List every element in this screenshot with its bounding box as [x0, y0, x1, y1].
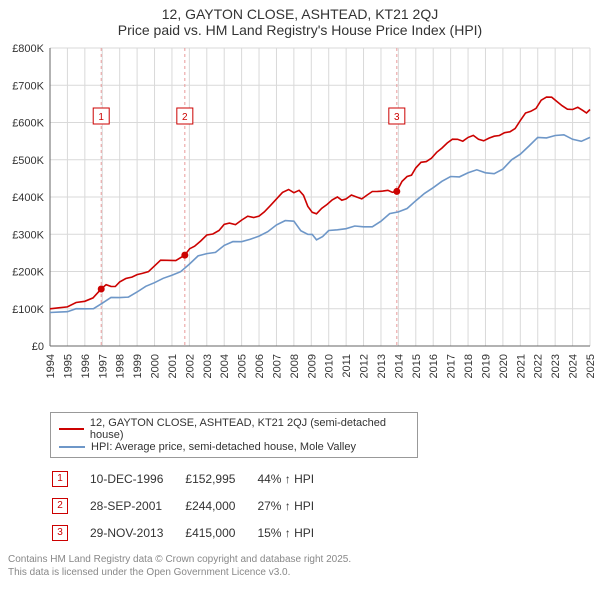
chart-title: 12, GAYTON CLOSE, ASHTEAD, KT21 2QJ Pric… — [0, 0, 600, 38]
table-row: 3 29-NOV-2013£415,00015% ↑ HPI — [52, 520, 334, 545]
svg-text:2002: 2002 — [184, 354, 196, 378]
svg-text:£300K: £300K — [12, 229, 44, 241]
title-line-2: Price paid vs. HM Land Registry's House … — [0, 22, 600, 38]
transaction-diff: 44% ↑ HPI — [257, 466, 334, 491]
line-chart-svg: £0 £100K £200K £300K £400K £500K £600K £700K £80… — [0, 38, 600, 408]
svg-text:£0: £0 — [32, 341, 44, 353]
svg-text:£400K: £400K — [12, 192, 44, 204]
svg-text:2024: 2024 — [568, 354, 580, 378]
marker-badge: 3 — [52, 525, 68, 541]
footer-line-2: This data is licensed under the Open Gov… — [8, 566, 592, 579]
transaction-date: 29-NOV-2013 — [90, 520, 183, 545]
chart-container: { "title": { "line1": "12, GAYTON CLOSE,… — [0, 0, 600, 589]
svg-text:2014: 2014 — [393, 354, 405, 378]
svg-text:2020: 2020 — [498, 354, 510, 378]
svg-text:2009: 2009 — [306, 354, 318, 378]
svg-text:2016: 2016 — [428, 354, 440, 378]
transaction-price: £415,000 — [185, 520, 255, 545]
svg-text:3: 3 — [394, 112, 400, 123]
svg-text:2013: 2013 — [376, 354, 388, 378]
svg-text:2008: 2008 — [289, 354, 301, 378]
chart-plot-area: £0 £100K £200K £300K £400K £500K £600K £700K £80… — [0, 38, 600, 408]
svg-text:1998: 1998 — [115, 354, 127, 378]
svg-text:2015: 2015 — [411, 354, 423, 378]
svg-text:£700K: £700K — [12, 80, 44, 92]
legend-swatch — [59, 428, 84, 430]
svg-text:2004: 2004 — [219, 354, 231, 378]
svg-text:2: 2 — [182, 112, 188, 123]
attribution-footer: Contains HM Land Registry data © Crown c… — [0, 547, 600, 589]
svg-text:2021: 2021 — [515, 354, 527, 378]
transaction-price: £152,995 — [185, 466, 255, 491]
svg-text:2006: 2006 — [254, 354, 266, 378]
svg-text:2011: 2011 — [341, 354, 353, 378]
legend-swatch — [59, 446, 85, 448]
transaction-price: £244,000 — [185, 493, 255, 518]
transaction-date: 28-SEP-2001 — [90, 493, 183, 518]
transaction-date: 10-DEC-1996 — [90, 466, 183, 491]
svg-text:2017: 2017 — [446, 354, 458, 378]
svg-text:2003: 2003 — [202, 354, 214, 378]
marker-badge: 2 — [52, 498, 68, 514]
svg-text:£200K: £200K — [12, 267, 44, 279]
transaction-diff: 15% ↑ HPI — [257, 520, 334, 545]
svg-text:2019: 2019 — [480, 354, 492, 378]
svg-text:1: 1 — [98, 112, 104, 123]
legend-label: HPI: Average price, semi-detached house,… — [91, 441, 356, 453]
svg-text:1997: 1997 — [97, 354, 109, 378]
svg-text:2025: 2025 — [585, 354, 597, 378]
svg-text:2001: 2001 — [167, 354, 179, 378]
legend-label: 12, GAYTON CLOSE, ASHTEAD, KT21 2QJ (sem… — [90, 417, 409, 441]
svg-text:2007: 2007 — [271, 354, 283, 378]
legend-item: HPI: Average price, semi-detached house,… — [59, 441, 409, 453]
svg-text:1994: 1994 — [45, 354, 57, 378]
svg-text:2005: 2005 — [237, 354, 249, 378]
transaction-diff: 27% ↑ HPI — [257, 493, 334, 518]
legend-item: 12, GAYTON CLOSE, ASHTEAD, KT21 2QJ (sem… — [59, 417, 409, 441]
svg-text:2022: 2022 — [533, 354, 545, 378]
svg-text:1999: 1999 — [132, 354, 144, 378]
svg-text:£100K: £100K — [12, 304, 44, 316]
svg-text:2012: 2012 — [359, 354, 371, 378]
svg-text:£500K: £500K — [12, 155, 44, 167]
svg-text:2010: 2010 — [324, 354, 336, 378]
svg-text:£800K: £800K — [12, 43, 44, 55]
table-row: 2 28-SEP-2001£244,00027% ↑ HPI — [52, 493, 334, 518]
svg-text:2018: 2018 — [463, 354, 475, 378]
svg-text:2000: 2000 — [150, 354, 162, 378]
svg-text:£600K: £600K — [12, 118, 44, 130]
svg-text:2023: 2023 — [550, 354, 562, 378]
chart-legend: 12, GAYTON CLOSE, ASHTEAD, KT21 2QJ (sem… — [50, 412, 418, 458]
svg-text:1996: 1996 — [80, 354, 92, 378]
transactions-table: 1 10-DEC-1996£152,99544% ↑ HPI 2 28-SEP-200… — [50, 464, 336, 547]
table-row: 1 10-DEC-1996£152,99544% ↑ HPI — [52, 466, 334, 491]
footer-line-1: Contains HM Land Registry data © Crown c… — [8, 553, 592, 566]
title-line-1: 12, GAYTON CLOSE, ASHTEAD, KT21 2QJ — [0, 6, 600, 22]
svg-text:1995: 1995 — [62, 354, 74, 378]
marker-badge: 1 — [52, 471, 68, 487]
